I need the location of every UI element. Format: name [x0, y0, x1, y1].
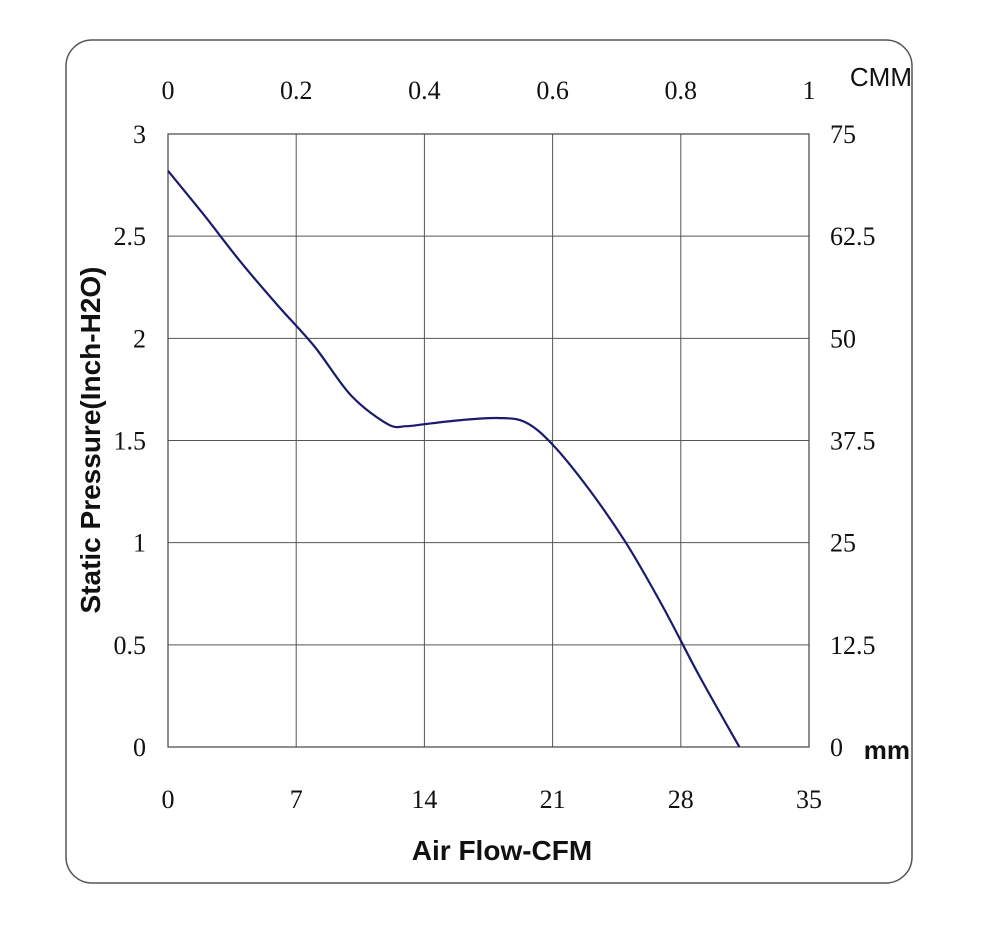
y-tick-label: 0.5	[114, 631, 147, 660]
x-top-tick-label: 0.8	[665, 76, 698, 105]
x-tick-label: 28	[668, 785, 694, 814]
data-point	[738, 746, 740, 748]
data-point	[314, 346, 316, 348]
data-point	[204, 215, 206, 217]
y-right-tick-label: 37.5	[830, 427, 876, 456]
data-point	[350, 395, 352, 397]
data-point	[423, 423, 425, 425]
y-right-tick-label: 75	[830, 120, 856, 149]
y-tick-label: 3	[133, 120, 146, 149]
data-point	[552, 444, 554, 446]
x-tick-label: 21	[540, 785, 566, 814]
x-tick-label: 7	[290, 785, 303, 814]
y-right-tick-label: 25	[830, 529, 856, 558]
data-point	[387, 423, 389, 425]
y-right-tick-label: 0	[830, 733, 843, 762]
y-tick-label: 1.5	[114, 427, 147, 456]
data-point	[240, 262, 242, 264]
y-tick-label: 1	[133, 529, 146, 558]
data-point	[460, 419, 462, 421]
y-right-tick-label: 50	[830, 324, 856, 353]
pressure-curve-line	[167, 170, 741, 748]
x-axis-title: Air Flow-CFM	[412, 835, 592, 866]
x-top-tick-label: 0	[162, 76, 175, 105]
x-top-tick-label: 0.6	[536, 76, 569, 105]
y-right-tick-label: 12.5	[830, 631, 876, 660]
grid	[167, 133, 810, 748]
data-point	[167, 170, 169, 172]
y-right-tick-label: 62.5	[830, 222, 876, 251]
data-point	[497, 417, 499, 419]
x-tick-label: 35	[796, 785, 822, 814]
chart-border	[65, 39, 913, 884]
data-point	[662, 605, 664, 607]
data-point	[625, 542, 627, 544]
plot-frame	[167, 133, 810, 748]
right-axis-unit: mm	[864, 735, 910, 765]
y-tick-label: 2	[133, 324, 146, 353]
y-tick-label: 0	[133, 733, 146, 762]
data-point	[524, 421, 526, 423]
data-point	[698, 675, 700, 677]
x-tick-label: 0	[162, 785, 175, 814]
x-top-tick-label: 0.2	[280, 76, 313, 105]
series-layer	[167, 170, 741, 748]
x-top-tick-label: 1	[803, 76, 816, 105]
data-point	[588, 489, 590, 491]
data-point	[405, 425, 407, 427]
top-axis-unit: CMM	[850, 62, 912, 92]
y-axis-title: Static Pressure(Inch-H2O)	[75, 267, 106, 614]
data-point	[277, 305, 279, 307]
y-tick-label: 2.5	[114, 222, 147, 251]
x-tick-label: 14	[411, 785, 437, 814]
x-top-tick-label: 0.4	[408, 76, 441, 105]
